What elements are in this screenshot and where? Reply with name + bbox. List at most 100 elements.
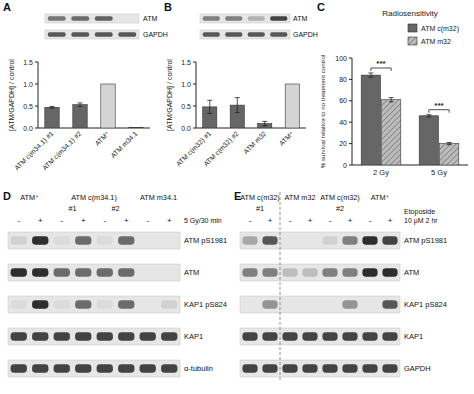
- y-tick: [193, 106, 196, 107]
- row-label: ATM pS1981: [184, 236, 227, 245]
- legend-swatch: [408, 37, 417, 45]
- treatment-sign: -: [369, 216, 372, 225]
- treatment-sign: -: [17, 216, 20, 225]
- legend-swatch: [408, 24, 417, 32]
- y-tick: [193, 84, 196, 85]
- blot-strip: [45, 30, 139, 39]
- band: [97, 236, 113, 245]
- bar: [361, 75, 380, 165]
- y-tick-label: 1.0: [23, 81, 33, 88]
- band: [342, 300, 357, 309]
- bar-chart: 020406080100% survival relative to no tr…: [319, 9, 468, 177]
- plot-area: [203, 84, 300, 128]
- sub-label: #1: [256, 204, 264, 213]
- treatment-sign: -: [289, 216, 292, 225]
- y-tick: [349, 100, 352, 101]
- x-tick-label: ATM m34.1: [109, 130, 139, 160]
- plot-area: [361, 73, 459, 165]
- x-tick-label: 5 Gy: [431, 168, 447, 177]
- row-label: ATM: [404, 268, 419, 277]
- y-tick: [349, 79, 352, 80]
- treatment-sign: +: [268, 216, 273, 225]
- bar: [419, 116, 438, 165]
- chart-title: Radiosensitivity: [382, 9, 438, 18]
- band: [71, 16, 89, 21]
- western-blot: ATM pS1981ATMKAP1 pS824KAP1α-tubulinATM⁺…: [8, 193, 227, 377]
- blot-strip: [200, 14, 290, 23]
- band: [382, 300, 397, 309]
- band: [225, 32, 242, 37]
- band: [161, 300, 177, 309]
- band: [32, 268, 48, 277]
- band: [118, 300, 134, 309]
- y-tick: [193, 128, 196, 129]
- band: [97, 300, 113, 309]
- treatment-sign: +: [38, 216, 43, 225]
- band: [382, 268, 397, 277]
- band: [302, 268, 317, 277]
- x-tick-label: ATM⁺: [93, 129, 111, 147]
- band: [242, 332, 257, 341]
- band: [362, 268, 377, 277]
- y-tick-label: 60: [339, 97, 347, 104]
- band: [282, 332, 297, 341]
- band: [262, 332, 277, 341]
- y-tick-label: 80: [339, 76, 347, 83]
- blot-strip: [8, 360, 180, 377]
- y-tick-label: 1.5: [181, 59, 191, 66]
- sub-label: #1: [68, 204, 76, 213]
- band: [342, 236, 357, 245]
- band: [118, 236, 134, 245]
- y-tick-label: 20: [339, 140, 347, 147]
- band: [362, 236, 377, 245]
- group-label: ATM c(m32): [240, 193, 280, 202]
- band: [75, 236, 91, 245]
- error-bar: [78, 103, 83, 107]
- y-tick: [35, 106, 38, 107]
- band: [75, 300, 91, 309]
- band: [75, 268, 91, 277]
- annotation: ***: [376, 59, 386, 68]
- band: [118, 364, 134, 373]
- band: [302, 236, 317, 245]
- band: [48, 32, 66, 37]
- band: [382, 364, 397, 373]
- bar: [45, 107, 59, 128]
- row-label: KAP1: [404, 332, 423, 341]
- treatment-sign: +: [308, 216, 313, 225]
- treatment-sign: +: [124, 216, 129, 225]
- band: [322, 332, 337, 341]
- y-tick: [349, 122, 352, 123]
- y-tick-label: 0.0: [23, 125, 33, 132]
- row-label: GAPDH: [143, 31, 168, 38]
- legend-label: ATM m32: [421, 38, 451, 45]
- row-label: KAP1: [184, 332, 203, 341]
- treatment-sign: +: [81, 216, 86, 225]
- band: [282, 236, 297, 245]
- band: [11, 332, 27, 341]
- band: [362, 364, 377, 373]
- band: [32, 236, 48, 245]
- panel-letter: A: [3, 1, 11, 13]
- band: [140, 236, 156, 245]
- band: [302, 332, 317, 341]
- treatment-sign: -: [146, 216, 149, 225]
- sub-label: #2: [336, 204, 344, 213]
- error-bar: [50, 106, 55, 108]
- band: [262, 268, 277, 277]
- band: [342, 364, 357, 373]
- error-bar: [207, 100, 212, 113]
- panel-letter: C: [317, 1, 325, 13]
- bar: [440, 144, 459, 165]
- band: [242, 268, 257, 277]
- error-bar: [447, 143, 452, 145]
- x-tick-label: 2 Gy: [373, 168, 389, 177]
- figure: ABCDE0.00.51.01.5[ATM/GAPDH] / controlAT…: [0, 0, 474, 394]
- band: [48, 16, 66, 21]
- band: [322, 236, 337, 245]
- blot-strip: [8, 328, 180, 345]
- group-label: ATM m32: [284, 193, 315, 202]
- overlay: ******: [371, 59, 449, 112]
- band: [140, 268, 156, 277]
- y-axis: [38, 62, 39, 128]
